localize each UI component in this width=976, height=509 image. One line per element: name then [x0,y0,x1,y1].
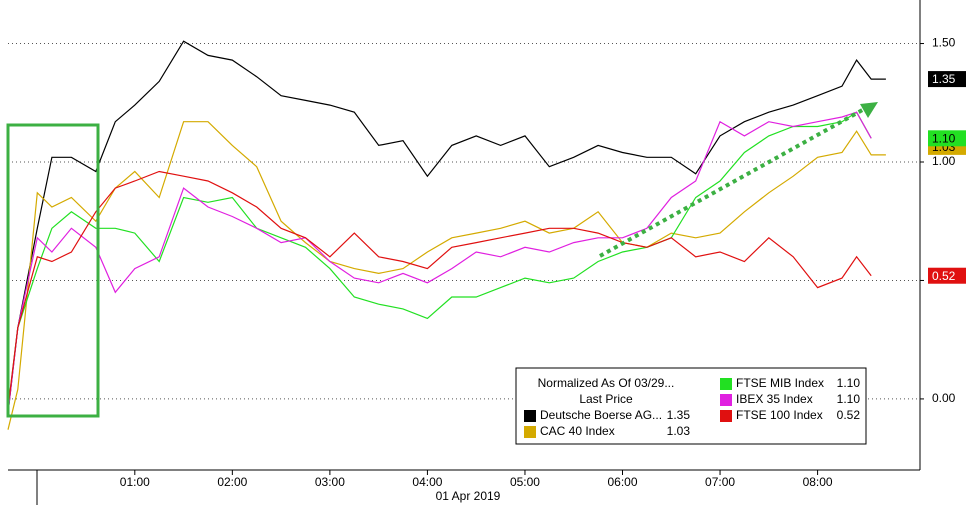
legend-value: 1.35 [667,408,691,422]
legend-label: IBEX 35 Index [736,392,813,406]
legend-swatch [720,410,732,422]
price-tag [928,130,966,147]
legend-value: 1.10 [837,392,861,406]
x-tick-label: 08:00 [803,475,833,489]
legend-label: FTSE 100 Index [736,408,823,422]
x-tick-label: 04:00 [412,475,442,489]
x-tick-label: 03:00 [315,475,345,489]
y-tick-label: 1.50 [932,36,956,50]
trend-arrow [599,106,867,258]
legend-swatch [524,426,536,438]
price-tag-label: 0.52 [932,269,956,283]
x-tick-label: 01:00 [120,475,150,489]
legend-value: 0.52 [837,408,861,422]
highlight-box [6,123,100,418]
legend-value: 1.10 [837,376,861,390]
legend [515,367,867,445]
y-tick-label: 0.00 [932,391,956,405]
last-price-tags: 1.351.031.100.52 [928,71,966,284]
legend-label: Deutsche Boerse AG... [540,408,662,422]
legend-label: CAC 40 Index [540,424,615,438]
legend-subtitle: Last Price [579,392,633,406]
price-tag-label: 1.35 [932,72,956,86]
legend-swatch [524,410,536,422]
x-tick-label: 06:00 [607,475,637,489]
series-line [7,111,872,414]
series-line [7,40,886,414]
x-tick-label: 05:00 [510,475,540,489]
price-tag [928,71,966,88]
series-line [7,111,872,409]
series-line [7,170,872,409]
x-tick-label: 02:00 [217,475,247,489]
legend-swatch [720,394,732,406]
y-tick-label: 1.00 [932,154,956,168]
legend-entries: Deutsche Boerse AG... 1.35 CAC 40 Index 1.0… [524,376,860,438]
x-tick-label: 07:00 [705,475,735,489]
lines [7,40,886,430]
legend-value: 1.03 [667,424,691,438]
trend-arrow-head [860,102,878,118]
x-axis-label: 01 Apr 2019 [436,489,501,503]
price-tag [928,267,966,284]
legend-label: FTSE MIB Index [736,376,824,390]
price-tag-label: 1.10 [932,131,956,145]
series-line [7,121,886,430]
legend-title: Normalized As Of 03/29... [538,376,675,390]
legend-swatch [720,378,732,390]
